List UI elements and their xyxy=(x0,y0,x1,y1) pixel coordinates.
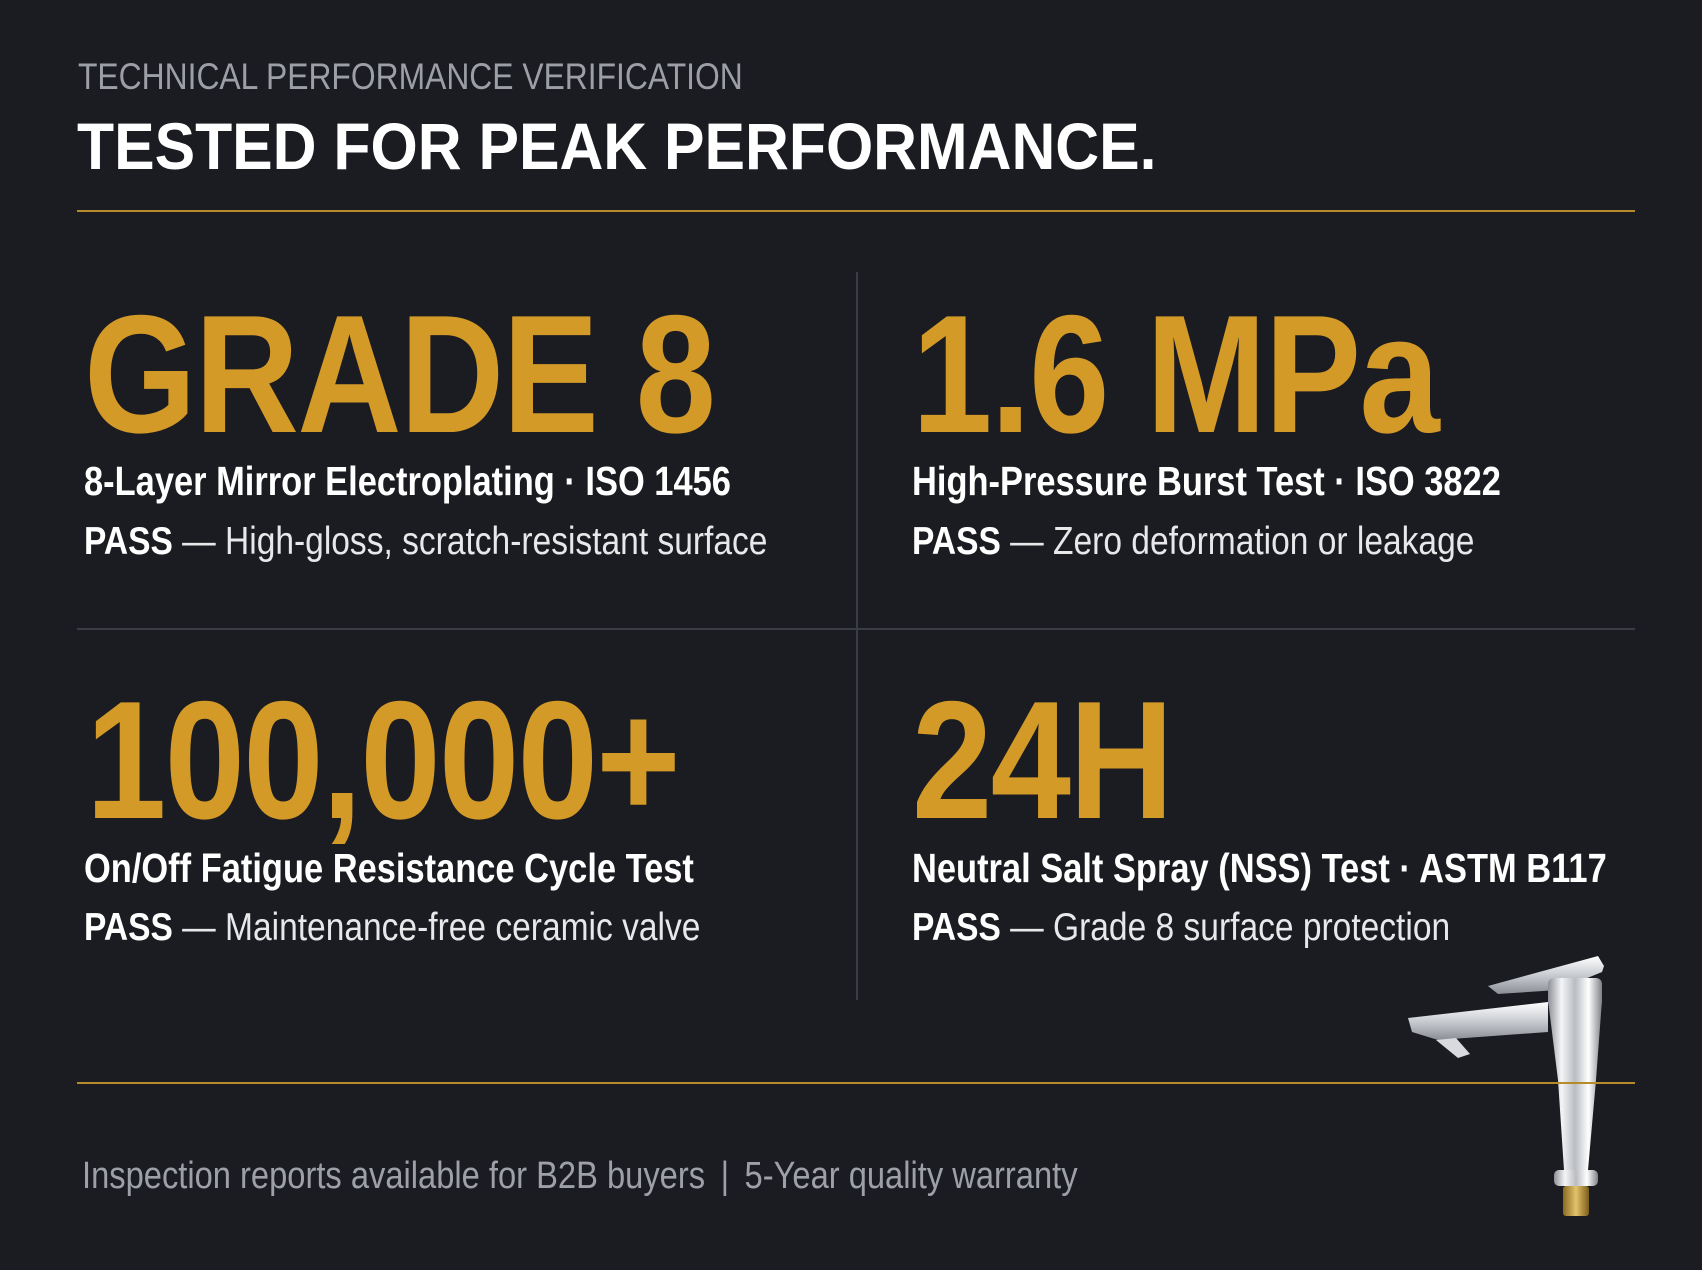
spec-title: High-Pressure Burst Test · ISO 3822 xyxy=(912,458,1501,504)
footer-warranty: 5-Year quality warranty xyxy=(744,1155,1078,1197)
pass-label: PASS xyxy=(912,520,1001,563)
faucet-icon xyxy=(1408,956,1604,1216)
pass-label: PASS xyxy=(84,906,173,949)
footer-note: Inspection reports available for B2B buy… xyxy=(82,1155,1078,1198)
spec-value: GRADE 8 xyxy=(84,280,716,468)
spec-result: PASS — High-gloss, scratch-resistant sur… xyxy=(84,520,767,564)
footer-reports: Inspection reports available for B2B buy… xyxy=(82,1155,706,1197)
spec-card-salt-spray: 24H xyxy=(912,676,1214,844)
grid-vertical-divider xyxy=(856,272,858,1000)
footer-separator: | xyxy=(720,1155,730,1197)
pass-label: PASS xyxy=(912,906,1001,949)
spec-note: — Maintenance-free ceramic valve xyxy=(172,906,701,949)
spec-result: PASS — Zero deformation or leakage xyxy=(912,520,1474,564)
spec-value: 1.6 MPa xyxy=(912,280,1440,468)
bottom-gold-rule xyxy=(77,1082,1635,1084)
spec-title: Neutral Salt Spray (NSS) Test · ASTM B11… xyxy=(912,845,1607,891)
spec-card-pressure: 1.6 MPa xyxy=(912,290,1524,458)
kicker-text: TECHNICAL PERFORMANCE VERIFICATION xyxy=(78,56,743,97)
spec-result: PASS — Grade 8 surface protection xyxy=(912,906,1450,950)
spec-title: On/Off Fatigue Resistance Cycle Test xyxy=(84,845,694,891)
top-gold-rule xyxy=(77,210,1635,212)
spec-note: — Grade 8 surface protection xyxy=(1000,906,1451,949)
grid-horizontal-divider xyxy=(77,628,1635,630)
spec-value: 24H xyxy=(912,666,1174,854)
spec-note: — High-gloss, scratch-resistant surface xyxy=(172,520,768,563)
spec-card-cycles: 100,000+ xyxy=(86,676,775,844)
spec-result: PASS — Maintenance-free ceramic valve xyxy=(84,906,700,950)
spec-value: 100,000+ xyxy=(86,666,681,854)
spec-title: 8-Layer Mirror Electroplating · ISO 1456 xyxy=(84,458,731,504)
spec-note: — Zero deformation or leakage xyxy=(1000,520,1475,563)
pass-label: PASS xyxy=(84,520,173,563)
page-title: TESTED FOR PEAK PERFORMANCE. xyxy=(77,109,1157,183)
spec-card-plating: GRADE 8 xyxy=(84,290,817,458)
